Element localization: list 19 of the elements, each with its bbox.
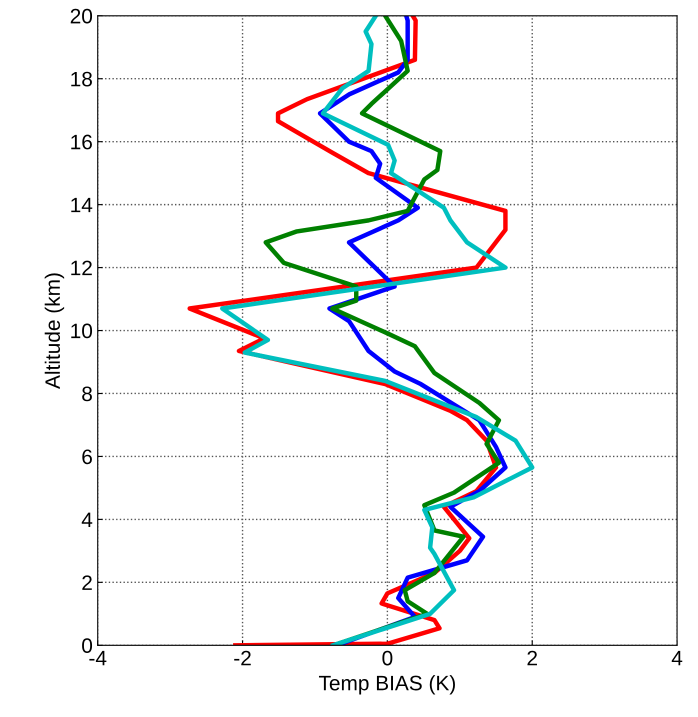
- y-tick-label: 14: [71, 198, 92, 212]
- y-tick-label: 18: [71, 72, 92, 86]
- y-tick-label: 6: [82, 449, 92, 464]
- x-tick-label: 4: [672, 650, 682, 666]
- x-tick-label: 0: [382, 650, 392, 666]
- y-axis-title: Altitude (km): [44, 273, 64, 389]
- y-tick-label: 16: [71, 134, 92, 150]
- x-tick-label: -4: [89, 650, 106, 666]
- line-series: [220, 16, 534, 646]
- y-tick-label: 0: [82, 638, 92, 654]
- x-axis-title: Temp BIAS (K): [318, 675, 455, 695]
- y-tick-label: 2: [82, 575, 92, 590]
- y-tick-label: 8: [82, 386, 92, 402]
- y-tick-label: 12: [71, 260, 92, 276]
- x-tick-label: 2: [527, 650, 537, 666]
- y-tick-label: 4: [82, 512, 92, 527]
- y-tick-label: 20: [70, 8, 92, 24]
- y-tick-label: 10: [71, 324, 92, 338]
- x-tick-label: -2: [234, 650, 251, 666]
